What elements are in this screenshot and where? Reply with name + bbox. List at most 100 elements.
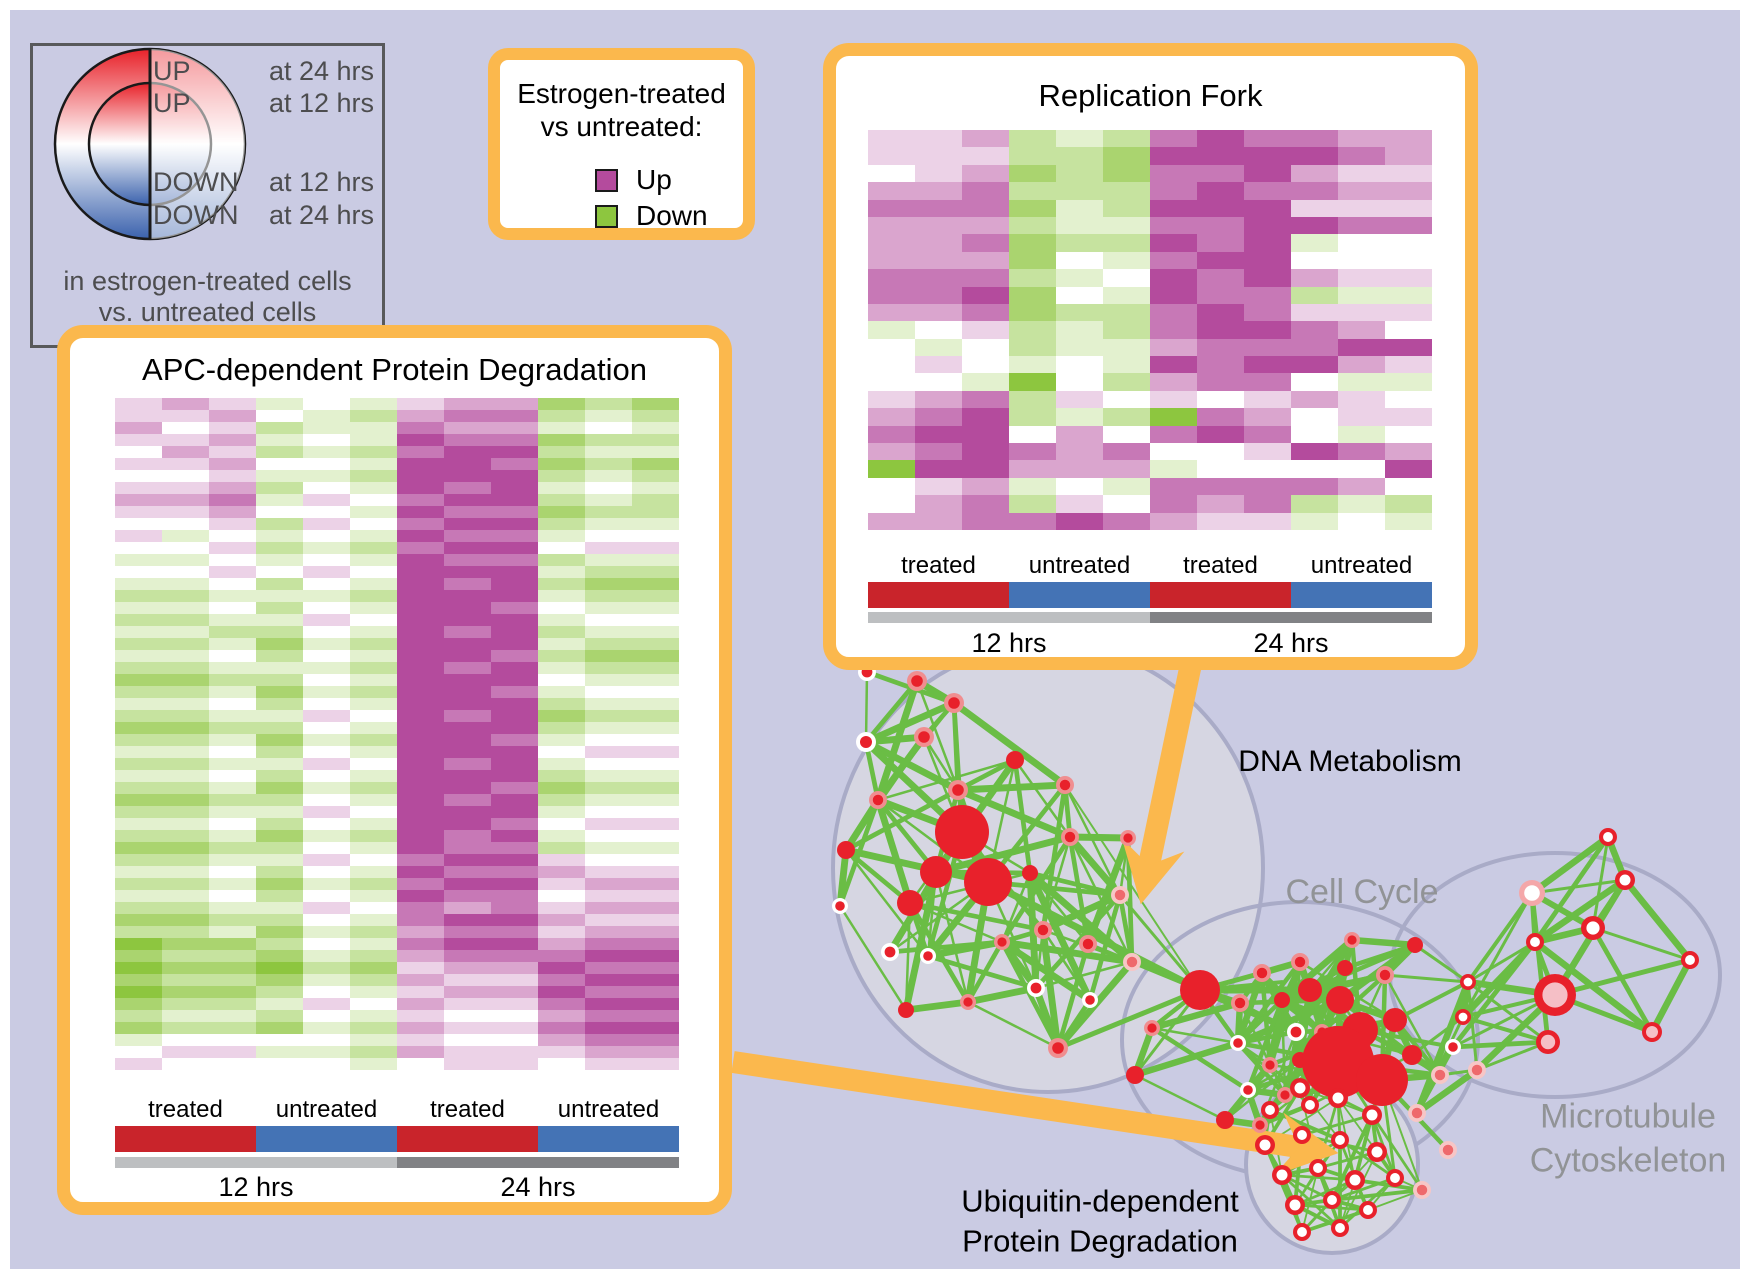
heatmap-cell: [632, 638, 679, 650]
heatmap-cell: [444, 494, 491, 506]
node-center: [1458, 1012, 1468, 1022]
heatmap-cell: [1197, 512, 1244, 530]
heatmap-cell: [1338, 477, 1385, 496]
heatmap-cell: [256, 1034, 303, 1046]
heatmap-cell: [303, 458, 350, 470]
heatmap-cell: [962, 147, 1009, 165]
heatmap-cell: [397, 542, 444, 554]
edge-bridge: [1462, 1015, 1549, 1044]
heatmap-cell: [1338, 147, 1385, 165]
heatmap-cell: [397, 1058, 444, 1070]
heatmap-cell: [585, 926, 632, 938]
heatmap-cell: [115, 590, 162, 602]
heatmap-cell: [350, 446, 397, 458]
heatmap-cell: [256, 950, 303, 962]
heatmap-cell: [397, 950, 444, 962]
heatmap-cell: [303, 806, 350, 818]
heatmap-cell: [397, 422, 444, 434]
heatmap-cell: [632, 782, 679, 794]
heatmap-cell: [1338, 269, 1385, 287]
heatmap-cell: [1385, 512, 1432, 530]
heatmap-cell: [115, 962, 162, 974]
heatmap-cell: [162, 770, 209, 782]
heatmap-cell: [209, 902, 256, 914]
updown-color-legend: Estrogen-treated vs untreated: Up Down: [488, 48, 755, 240]
heatmap-cell: [444, 518, 491, 530]
condition-color-bar: [868, 582, 1009, 608]
time-group-label: 24 hrs: [500, 1172, 576, 1202]
heatmap-cell: [162, 482, 209, 494]
heatmap-cell: [915, 373, 962, 391]
edge: [836, 849, 850, 907]
edge: [927, 938, 1003, 960]
heatmap-cell: [209, 746, 256, 758]
heatmap-cell: [209, 974, 256, 986]
edge-bridge: [986, 878, 1202, 994]
heatmap-cell: [444, 926, 491, 938]
heatmap-cell: [585, 950, 632, 962]
heatmap-cell: [444, 686, 491, 698]
heatmap-cell: [1385, 460, 1432, 478]
heatmap-cell: [585, 998, 632, 1010]
heatmap-cell: [162, 818, 209, 830]
heatmap-cell: [444, 914, 491, 926]
heatmap-cell: [1150, 356, 1197, 374]
heatmap-cell: [1338, 303, 1385, 322]
heatmap-cell: [585, 398, 632, 410]
heatmap-cell: [585, 710, 632, 722]
heatmap-cell: [350, 602, 397, 614]
heatmap-cell: [397, 650, 444, 662]
heatmap-cell: [491, 398, 538, 410]
heatmap-cell: [350, 710, 397, 722]
heatmap-cell: [209, 506, 256, 518]
heatmap-cell: [162, 422, 209, 434]
node-center: [1297, 1130, 1307, 1140]
time-group-label: 24 hrs: [1253, 628, 1329, 658]
heatmap-cell: [491, 446, 538, 458]
heatmap-cell: [1009, 408, 1056, 426]
edge: [877, 758, 1016, 802]
heatmap-cell: [303, 638, 350, 650]
heatmap-cell: [115, 494, 162, 506]
heatmap-cell: [1009, 495, 1056, 513]
heatmap-cell: [444, 422, 491, 434]
heatmap-cell: [1009, 147, 1056, 165]
heatmap-cell: [350, 590, 397, 602]
heatmap-cell: [632, 602, 679, 614]
heatmap-cell: [538, 986, 585, 998]
heatmap-cell: [585, 422, 632, 434]
heatmap-cell: [962, 251, 1009, 270]
heatmap-cell: [1291, 216, 1338, 235]
heatmap-cell: [115, 470, 162, 482]
heatmap-cell: [350, 434, 397, 446]
edge: [956, 786, 1072, 841]
heatmap-cell: [162, 458, 209, 470]
legend-time: at 24 hrs: [268, 200, 374, 230]
heatmap-cell: [1150, 425, 1197, 444]
heatmap-cell: [256, 734, 303, 746]
heatmap-cell: [1338, 512, 1385, 530]
node-center: [963, 997, 973, 1007]
heatmap-cell: [1244, 425, 1291, 444]
heatmap-cell: [1338, 408, 1385, 426]
heatmap-cell: [538, 1046, 585, 1058]
heatmap-cell: [491, 674, 538, 686]
heatmap-cell: [444, 614, 491, 626]
heatmap-cell: [538, 674, 585, 686]
heatmap-cell: [397, 806, 444, 818]
heatmap-cell: [303, 842, 350, 854]
heatmap-cell: [632, 734, 679, 746]
heatmap-cell: [632, 806, 679, 818]
heatmap-cell: [115, 530, 162, 542]
heatmap-cell: [632, 530, 679, 542]
condition-color-bar: [538, 1126, 679, 1152]
heatmap-cell: [1150, 251, 1197, 270]
heatmap-cell: [162, 998, 209, 1010]
edge: [1151, 1026, 1239, 1045]
heatmap-cell: [1291, 495, 1338, 513]
heatmap-cell: [1056, 182, 1103, 200]
heatmap-cell: [209, 626, 256, 638]
heatmap-cell: [1385, 321, 1432, 339]
heatmap-cell: [1009, 356, 1056, 374]
node-center: [1243, 1085, 1253, 1095]
